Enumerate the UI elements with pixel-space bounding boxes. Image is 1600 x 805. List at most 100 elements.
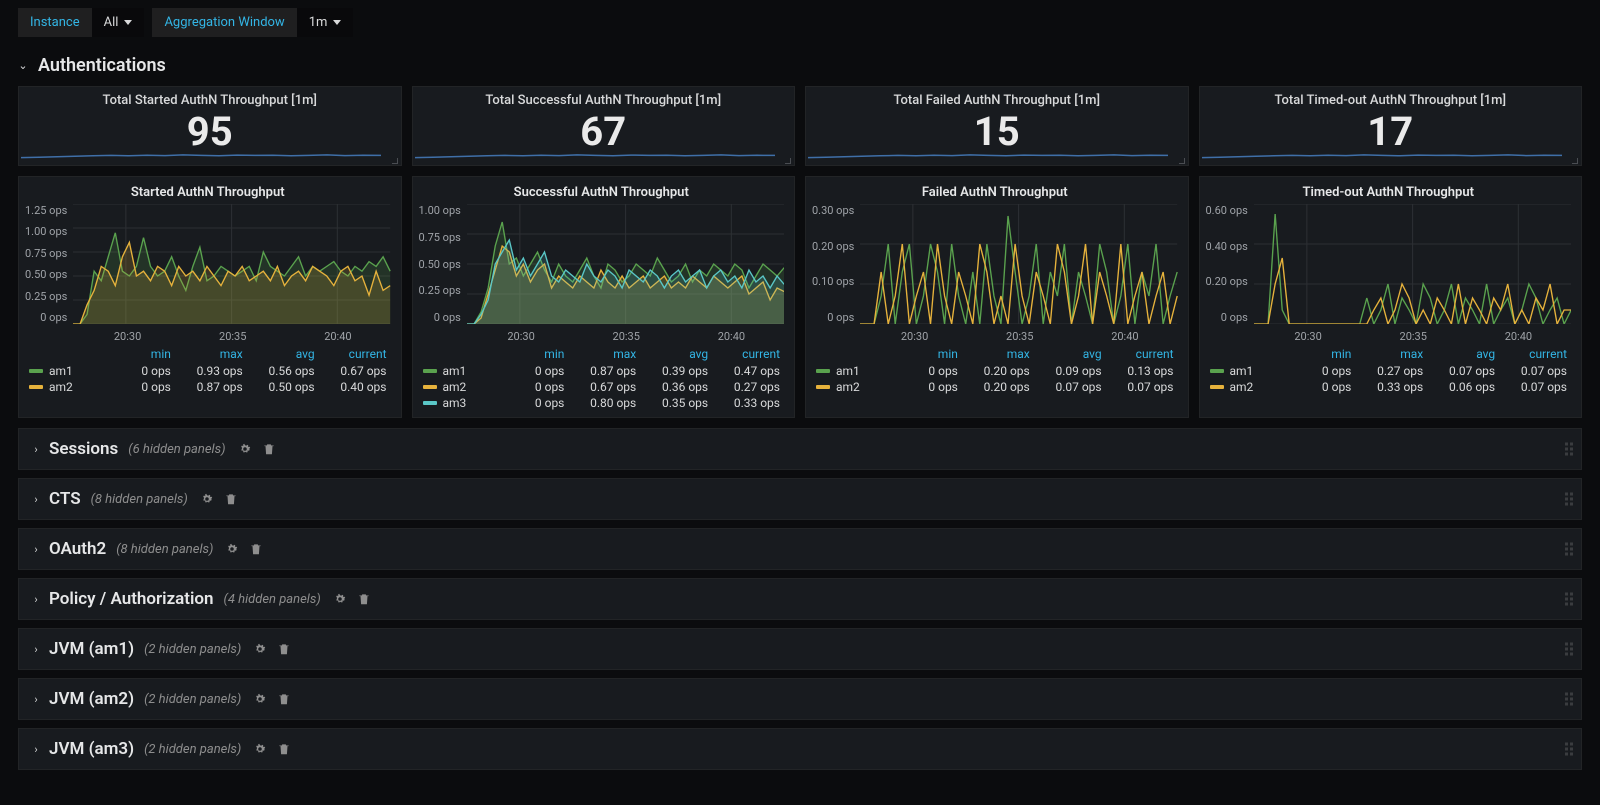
collapsed-row[interactable]: › JVM (am1) (2 hidden panels)	[18, 628, 1582, 670]
resize-handle-icon[interactable]	[1572, 158, 1578, 164]
series-name: am1	[49, 364, 73, 378]
x-axis: 20:3020:3520:40	[75, 330, 391, 343]
chevron-right-icon: ›	[31, 443, 41, 456]
legend-row[interactable]: am3 0 ops0.80 ops0.35 ops0.33 ops	[419, 395, 785, 411]
collapsed-row[interactable]: › JVM (am3) (2 hidden panels)	[18, 728, 1582, 770]
drag-handle-icon[interactable]	[1565, 543, 1573, 556]
legend-table: minmaxavgcurrent am1 0 ops0.20 ops0.09 o…	[812, 347, 1178, 395]
drag-handle-icon[interactable]	[1565, 743, 1573, 756]
legend-row[interactable]: am2 0 ops0.67 ops0.36 ops0.27 ops	[419, 379, 785, 395]
row-actions	[200, 492, 238, 506]
trash-icon[interactable]	[277, 692, 291, 706]
chart-title: Successful AuthN Throughput	[419, 183, 785, 204]
chart-title: Started AuthN Throughput	[25, 183, 391, 204]
trash-icon[interactable]	[277, 642, 291, 656]
legend-value: 0 ops	[493, 396, 565, 410]
sparkline	[21, 145, 381, 163]
series-swatch	[1210, 369, 1224, 373]
gear-icon[interactable]	[253, 642, 267, 656]
x-axis: 20:3020:3520:40	[469, 330, 785, 343]
hidden-panels-note: (2 hidden panels)	[144, 642, 241, 657]
row-actions	[253, 642, 291, 656]
gear-icon[interactable]	[200, 492, 214, 506]
gear-icon[interactable]	[238, 442, 252, 456]
aggregation-label: Aggregation Window	[152, 8, 296, 37]
legend-value: 0 ops	[99, 364, 171, 378]
row-actions	[333, 592, 371, 606]
legend-value: 0 ops	[493, 364, 565, 378]
legend-value: 0.67 ops	[315, 364, 387, 378]
legend-row[interactable]: am1 0 ops0.93 ops0.56 ops0.67 ops	[25, 363, 391, 379]
row-title: JVM (am2)	[49, 689, 134, 709]
chart-panel[interactable]: Timed-out AuthN Throughput 0.60 ops0.40 …	[1199, 176, 1583, 418]
chart-title: Failed AuthN Throughput	[812, 183, 1178, 204]
gear-icon[interactable]	[225, 542, 239, 556]
chart-plot	[73, 204, 390, 324]
resize-handle-icon[interactable]	[392, 158, 398, 164]
drag-handle-icon[interactable]	[1565, 493, 1573, 506]
stat-panel[interactable]: Total Successful AuthN Throughput [1m] 6…	[412, 86, 796, 166]
x-axis: 20:3020:3520:40	[1256, 330, 1572, 343]
legend-value: 0 ops	[99, 380, 171, 394]
collapsed-row[interactable]: › JVM (am2) (2 hidden panels)	[18, 678, 1582, 720]
legend-value: 0.07 ops	[1495, 364, 1567, 378]
stat-panel[interactable]: Total Timed-out AuthN Throughput [1m] 17	[1199, 86, 1583, 166]
hidden-panels-note: (8 hidden panels)	[116, 542, 213, 557]
row-title: CTS	[49, 489, 81, 509]
aggregation-dropdown[interactable]: 1m	[297, 8, 354, 37]
collapsed-row[interactable]: › CTS (8 hidden panels)	[18, 478, 1582, 520]
legend-row[interactable]: am2 0 ops0.87 ops0.50 ops0.40 ops	[25, 379, 391, 395]
row-header-authentications[interactable]: ⌄ Authentications	[18, 51, 1582, 86]
legend-value: 0.50 ops	[243, 380, 315, 394]
row-title: Policy / Authorization	[49, 589, 214, 609]
hidden-panels-note: (2 hidden panels)	[144, 692, 241, 707]
legend-value: 0.40 ops	[315, 380, 387, 394]
stat-panel-row: Total Started AuthN Throughput [1m] 95 T…	[18, 86, 1582, 166]
stat-panel[interactable]: Total Failed AuthN Throughput [1m] 15	[805, 86, 1189, 166]
collapsed-row[interactable]: › Sessions (6 hidden panels)	[18, 428, 1582, 470]
chart-panel[interactable]: Successful AuthN Throughput 1.00 ops0.75…	[412, 176, 796, 418]
chevron-down-icon	[124, 20, 132, 25]
chart-panel[interactable]: Failed AuthN Throughput 0.30 ops0.20 ops…	[805, 176, 1189, 418]
trash-icon[interactable]	[277, 742, 291, 756]
resize-handle-icon[interactable]	[785, 158, 791, 164]
legend-value: 0.33 ops	[708, 396, 780, 410]
gear-icon[interactable]	[253, 692, 267, 706]
series-name: am1	[1230, 364, 1254, 378]
gear-icon[interactable]	[253, 742, 267, 756]
trash-icon[interactable]	[249, 542, 263, 556]
collapsed-row[interactable]: › OAuth2 (8 hidden panels)	[18, 528, 1582, 570]
instance-dropdown[interactable]: All	[92, 8, 145, 37]
trash-icon[interactable]	[224, 492, 238, 506]
legend-value: 0.56 ops	[243, 364, 315, 378]
chart-panel[interactable]: Started AuthN Throughput 1.25 ops1.00 op…	[18, 176, 402, 418]
legend-row[interactable]: am2 0 ops0.20 ops0.07 ops0.07 ops	[812, 379, 1178, 395]
row-title: JVM (am1)	[49, 639, 134, 659]
row-title: JVM (am3)	[49, 739, 134, 759]
legend-row[interactable]: am1 0 ops0.27 ops0.07 ops0.07 ops	[1206, 363, 1572, 379]
legend-value: 0 ops	[886, 364, 958, 378]
instance-label: Instance	[18, 8, 92, 37]
legend-value: 0.87 ops	[171, 380, 243, 394]
stat-title: Total Timed-out AuthN Throughput [1m]	[1200, 87, 1582, 108]
stat-panel[interactable]: Total Started AuthN Throughput [1m] 95	[18, 86, 402, 166]
legend-row[interactable]: am1 0 ops0.87 ops0.39 ops0.47 ops	[419, 363, 785, 379]
legend-table: minmaxavgcurrent am1 0 ops0.93 ops0.56 o…	[25, 347, 391, 395]
legend-row[interactable]: am2 0 ops0.33 ops0.06 ops0.07 ops	[1206, 379, 1572, 395]
trash-icon[interactable]	[357, 592, 371, 606]
collapsed-row[interactable]: › Policy / Authorization (4 hidden panel…	[18, 578, 1582, 620]
resize-handle-icon[interactable]	[1179, 158, 1185, 164]
drag-handle-icon[interactable]	[1565, 643, 1573, 656]
trash-icon[interactable]	[262, 442, 276, 456]
gear-icon[interactable]	[333, 592, 347, 606]
drag-handle-icon[interactable]	[1565, 443, 1573, 456]
variable-toolbar: Instance All Aggregation Window 1m	[18, 8, 1582, 37]
stat-title: Total Successful AuthN Throughput [1m]	[413, 87, 795, 108]
series-swatch	[816, 369, 830, 373]
legend-value: 0.27 ops	[1351, 364, 1423, 378]
aggregation-value: 1m	[309, 15, 328, 30]
legend-row[interactable]: am1 0 ops0.20 ops0.09 ops0.13 ops	[812, 363, 1178, 379]
legend-value: 0.07 ops	[1102, 380, 1174, 394]
drag-handle-icon[interactable]	[1565, 593, 1573, 606]
drag-handle-icon[interactable]	[1565, 693, 1573, 706]
